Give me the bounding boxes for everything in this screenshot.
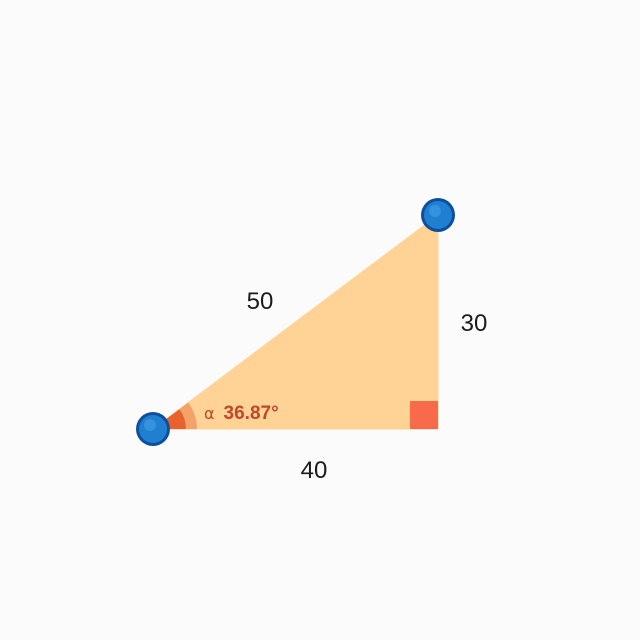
horizontal-side-length-label: 40: [301, 457, 328, 484]
vertex-handle-top[interactable]: [421, 198, 455, 232]
hypotenuse-length-label: 50: [247, 288, 274, 315]
angle-alpha-label: α 36.87°: [204, 403, 279, 424]
angle-alpha-value: 36.87°: [224, 403, 279, 424]
triangle-fill: [151, 213, 439, 430]
angle-alpha-symbol: α: [204, 404, 215, 423]
vertex-handle-left[interactable]: [136, 412, 170, 446]
vertical-side-length-label: 30: [461, 310, 488, 337]
right-angle-marker: [410, 401, 438, 429]
